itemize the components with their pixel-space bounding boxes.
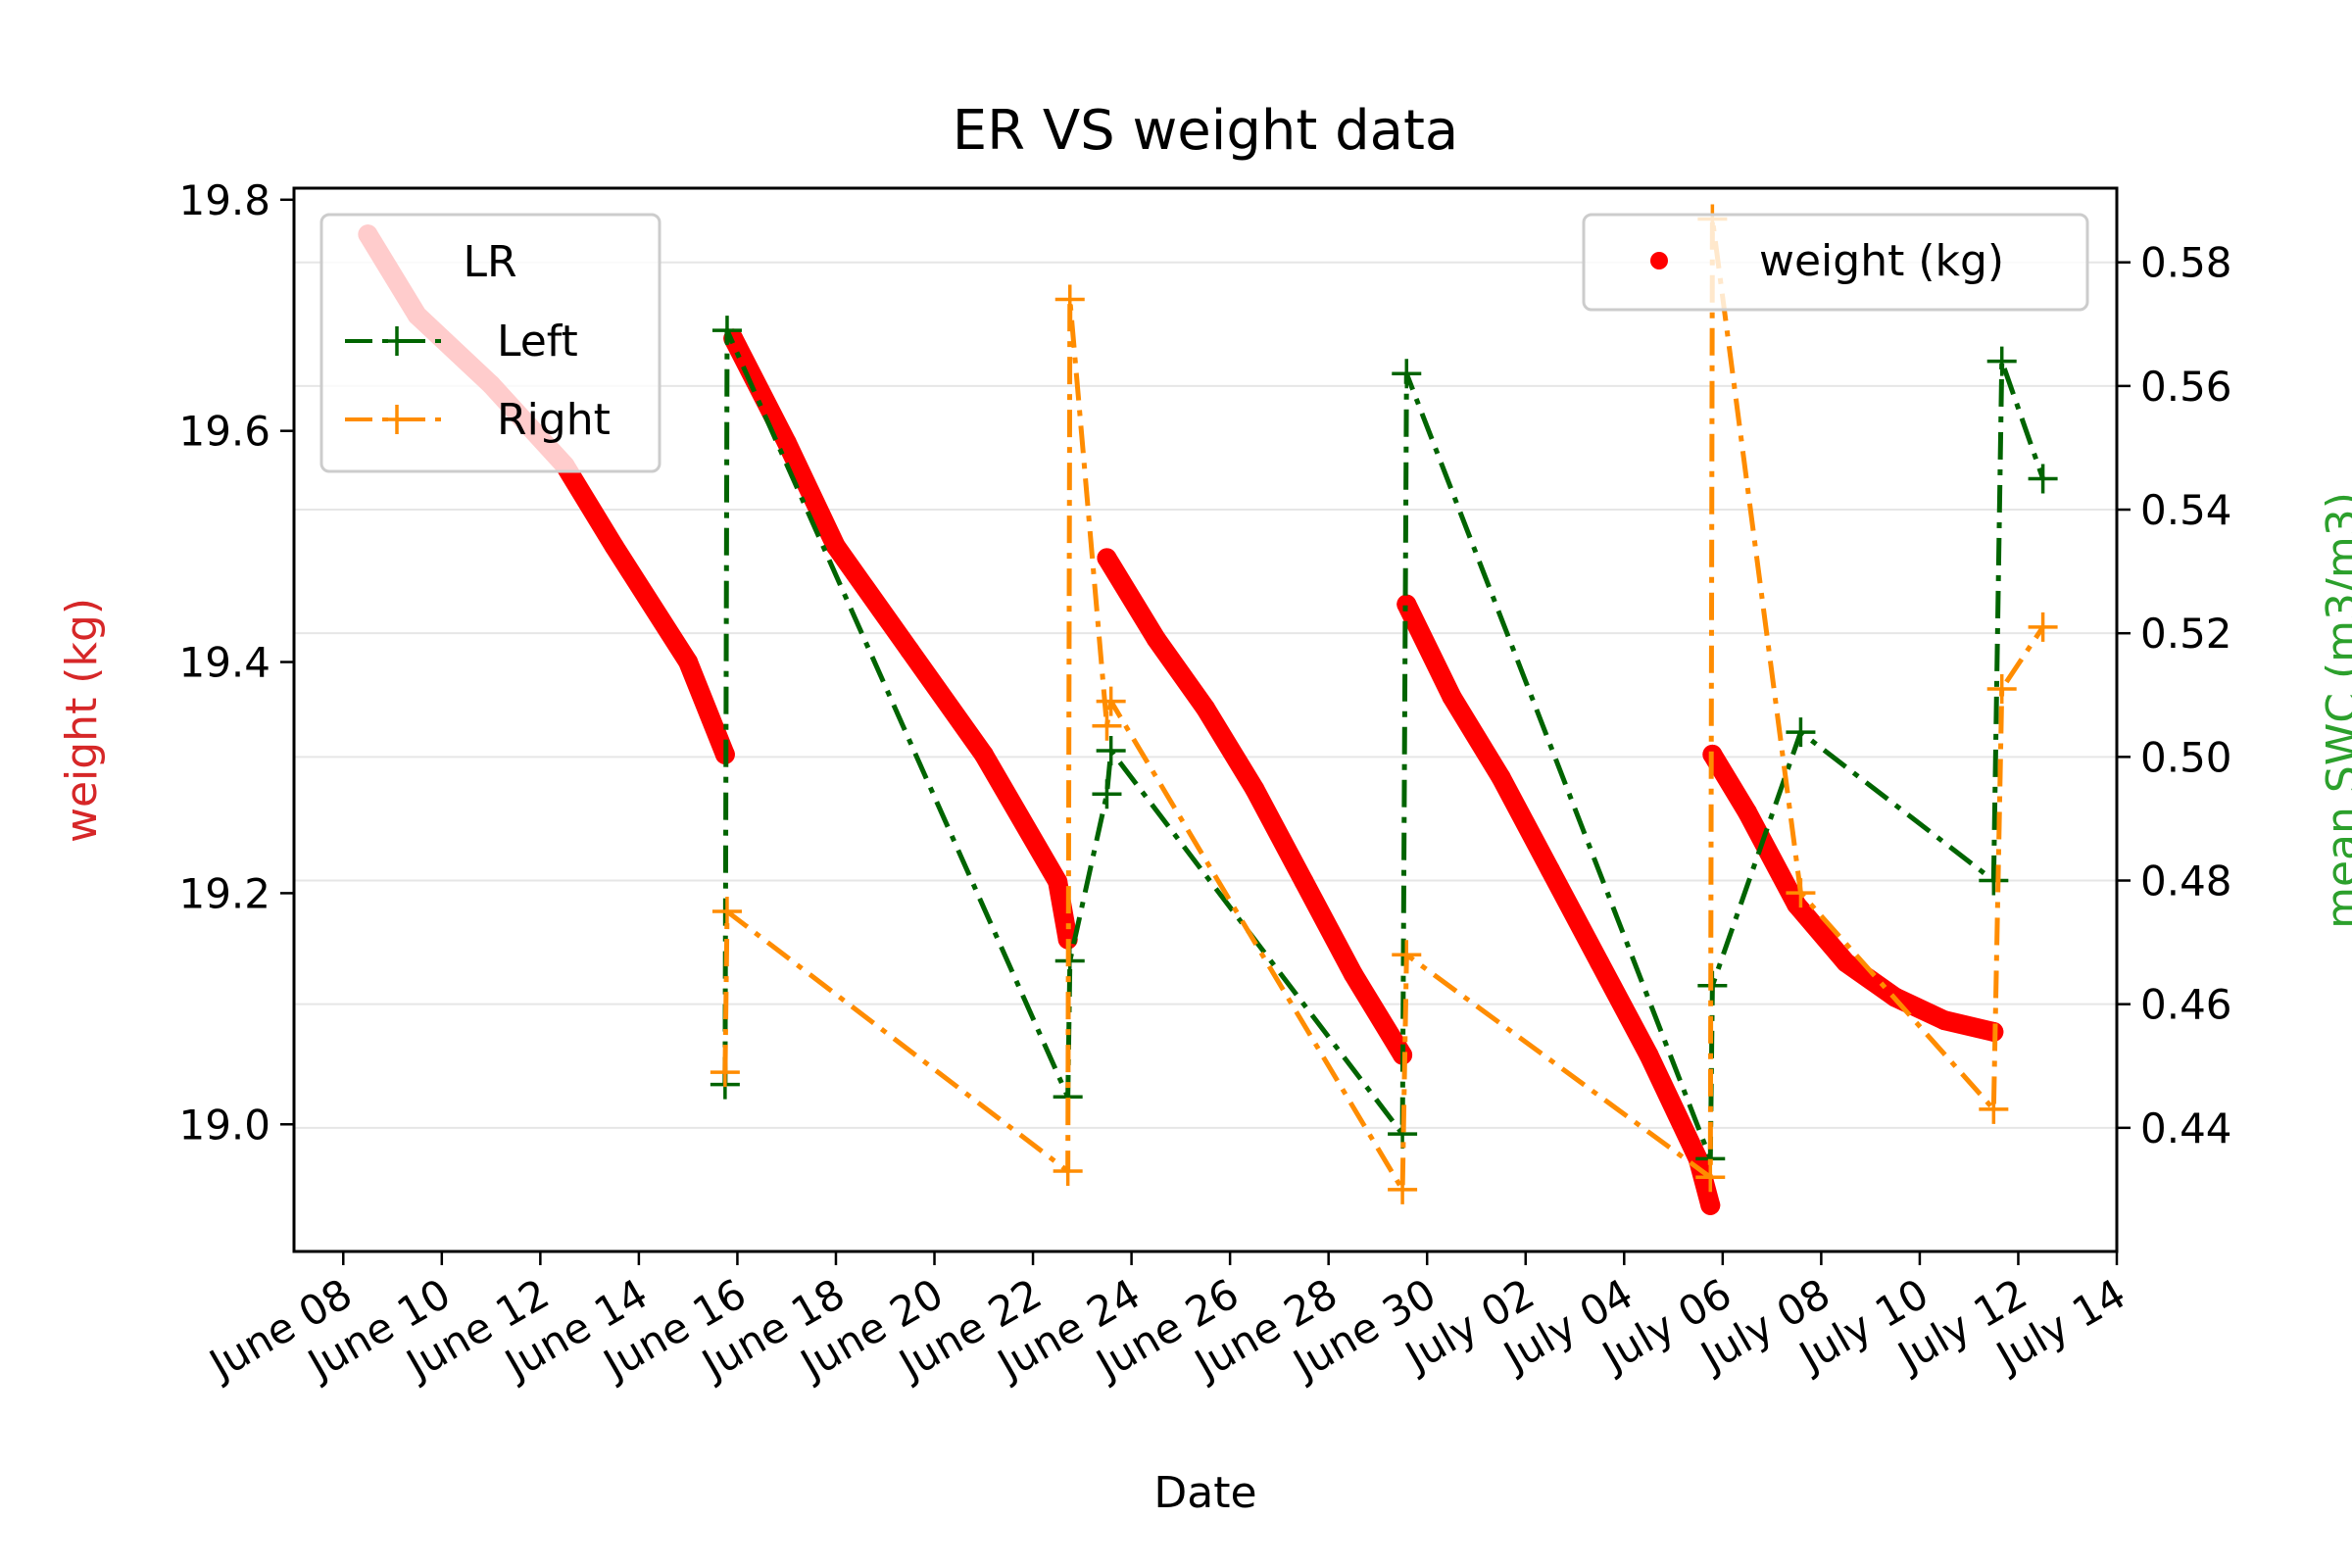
weight-point-1-3 [900, 640, 920, 661]
series-marker-right-6 [1388, 1174, 1418, 1204]
weight-point-1-5 [1048, 871, 1068, 892]
legend-lr-title: LR [463, 237, 516, 287]
weight-band-3 [1396, 594, 1721, 1215]
weight-point-2-0 [1097, 548, 1117, 568]
series-marker-right-4 [1092, 710, 1122, 741]
series-marker-right-7 [1392, 940, 1422, 970]
legend-weight-marker [1650, 252, 1668, 270]
legend-weight-label: weight (kg) [1759, 236, 2004, 286]
weight-point-3-4 [1590, 953, 1610, 973]
right-tick-label-0: 0.44 [2140, 1104, 2232, 1152]
weight-point-1-2 [825, 536, 846, 557]
weight-point-1-1 [776, 432, 797, 453]
plot-frame [292, 186, 2119, 1253]
chart-title: ER VS weight data [953, 99, 1459, 163]
series-marker-right-3 [1054, 284, 1085, 315]
weight-point-3-7 [1700, 1195, 1721, 1215]
series-marker-right-13 [2028, 612, 2058, 642]
left-tick-label-1: 19.2 [178, 869, 270, 917]
legend-lr: LR Left Right [319, 213, 662, 473]
right-tick-label-6: 0.56 [2140, 363, 2232, 411]
left-axis-ticks: 19.0 19.2 19.4 19.6 19.8 [178, 176, 294, 1149]
weight-point-4-1 [1737, 802, 1757, 822]
left-tick-label-3: 19.6 [178, 408, 270, 456]
left-tick-label-4: 19.8 [178, 176, 270, 224]
weight-point-3-3 [1540, 859, 1560, 880]
weight-point-4-2 [1787, 895, 1807, 915]
swc-series [710, 204, 2058, 1204]
series-line-right [722, 217, 2045, 1193]
series-marker-left-10 [1786, 717, 1816, 748]
weight-point-2-5 [1343, 963, 1363, 984]
series-marker-left-12 [1986, 346, 2017, 376]
series-marker-left-7 [1392, 359, 1422, 389]
series-marker-left-4 [1092, 779, 1122, 809]
right-axis-label: mean SWC (m3/m3) [2318, 492, 2352, 929]
weight-point-3-5 [1639, 1045, 1659, 1065]
left-axis-label: weight (kg) [57, 598, 107, 843]
weight-point-3-1 [1442, 686, 1462, 707]
left-tick-label-2: 19.4 [178, 639, 270, 687]
weight-point-2-1 [1146, 628, 1166, 649]
series-marker-right-12 [1986, 673, 2017, 704]
series-marker-right-1 [711, 897, 742, 927]
series-line-left [722, 327, 2045, 1161]
legend-right-marker [382, 405, 412, 434]
right-tick-label-1: 0.46 [2140, 981, 2232, 1029]
legend-weight: weight (kg) [1582, 213, 2089, 312]
series-marker-right-5 [1096, 686, 1126, 716]
weight-point-2-4 [1294, 871, 1314, 892]
weight-point-4-5 [1935, 1010, 1955, 1031]
series-marker-right-8 [1695, 1162, 1726, 1193]
weight-segment-1 [723, 328, 1078, 950]
legend-lr-box [319, 213, 662, 473]
series-marker-left-11 [1979, 865, 2009, 896]
weight-point-4-3 [1836, 953, 1856, 973]
left-tick-label-0: 19.0 [178, 1101, 270, 1149]
weight-segment-2 [1097, 548, 1413, 1065]
series-marker-right-2 [1053, 1155, 1083, 1186]
right-tick-label-2: 0.48 [2140, 858, 2232, 906]
series-marker-left-1 [711, 316, 742, 346]
right-tick-label-7: 0.58 [2140, 239, 2232, 287]
weight-point-2-2 [1196, 698, 1215, 718]
weight-point-0-5 [678, 652, 699, 672]
weight-point-1-4 [973, 744, 994, 764]
series-marker-right-10 [1786, 878, 1816, 908]
series-marker-left-5 [1096, 736, 1126, 766]
right-axis-ticks: 0.44 0.46 0.48 0.50 0.52 0.54 0.56 0.58 [2117, 239, 2232, 1152]
series-marker-right-11 [1979, 1094, 2009, 1124]
right-tick-label-3: 0.50 [2140, 733, 2232, 781]
legend-left-marker [382, 326, 412, 356]
series-marker-right-0 [710, 1057, 740, 1088]
x-axis-label: Date [1153, 1468, 1256, 1518]
right-tick-label-4: 0.52 [2140, 610, 2232, 658]
legend-weight-box [1582, 213, 2089, 312]
series-marker-left-13 [2028, 464, 2058, 494]
right-tick-label-5: 0.54 [2140, 486, 2232, 534]
weight-point-3-2 [1491, 767, 1511, 788]
weight-point-3-0 [1396, 594, 1417, 614]
weight-point-0-4 [604, 536, 624, 557]
legend-left-label: Left [497, 317, 578, 367]
legend-right-label: Right [497, 395, 611, 445]
weight-point-2-3 [1245, 779, 1265, 800]
